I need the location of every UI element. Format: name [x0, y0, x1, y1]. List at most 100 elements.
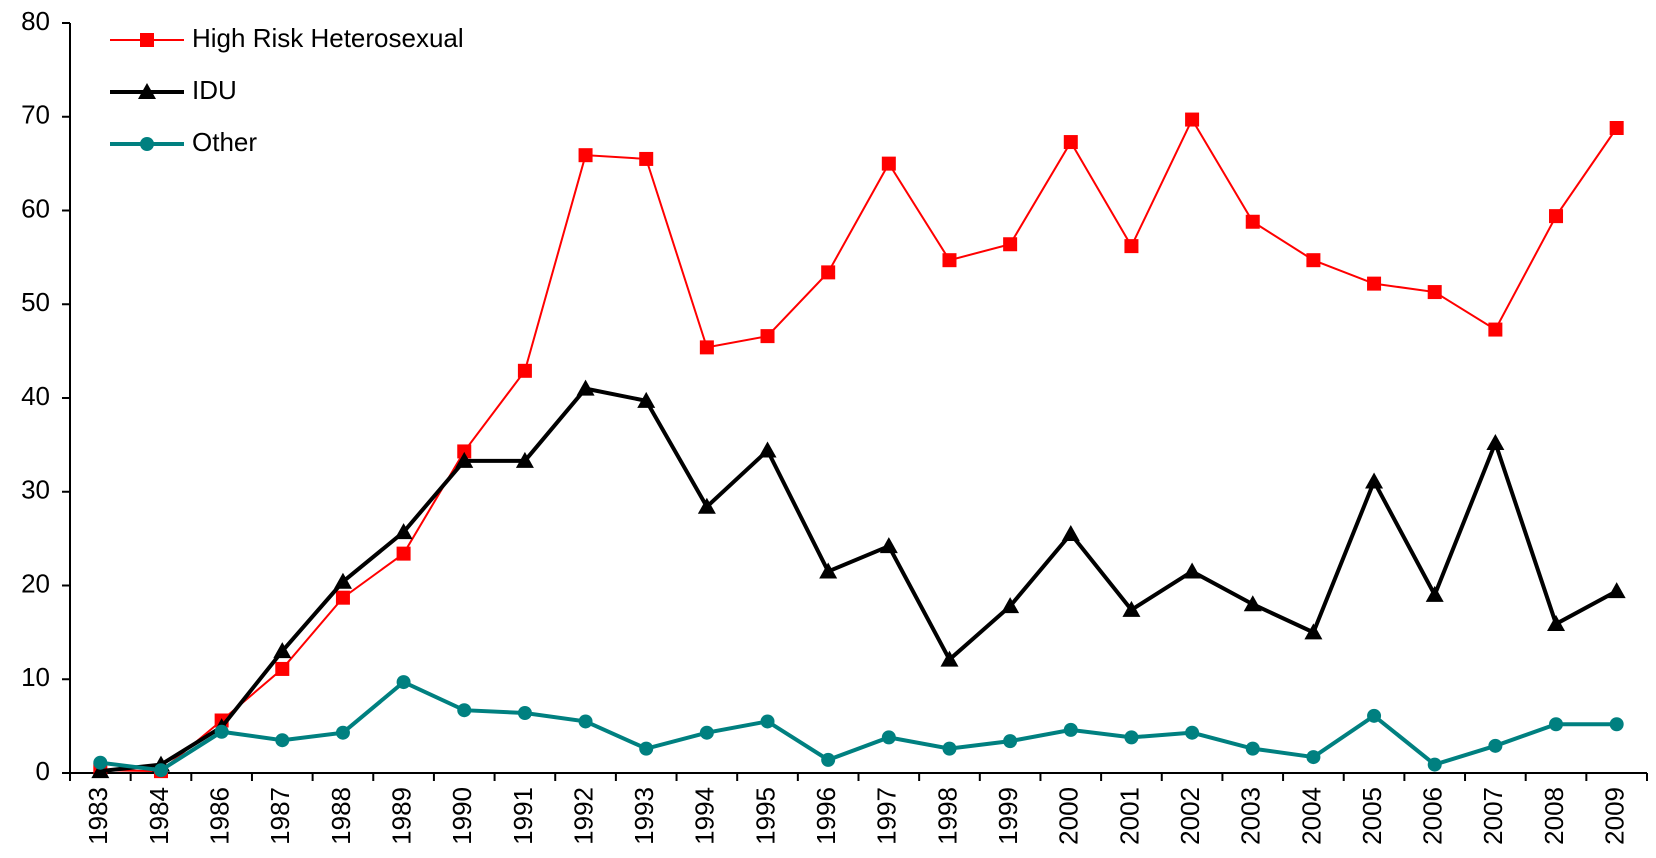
- marker: [1003, 734, 1018, 749]
- marker: [275, 733, 290, 748]
- marker: [819, 562, 838, 579]
- marker: [1367, 276, 1382, 291]
- x-tick-label: 2009: [1600, 787, 1630, 845]
- marker: [637, 391, 656, 408]
- x-tick-label: 2000: [1054, 787, 1084, 845]
- y-tick-label: 60: [21, 193, 50, 223]
- marker: [1122, 600, 1141, 617]
- marker: [1063, 135, 1078, 150]
- y-tick-label: 40: [21, 381, 50, 411]
- x-tick-label: 1989: [386, 787, 416, 845]
- x-tick-label: 2008: [1539, 787, 1569, 845]
- legend-marker: [140, 33, 154, 47]
- x-tick-label: 1997: [872, 787, 902, 845]
- marker: [1427, 757, 1442, 772]
- marker: [879, 537, 898, 554]
- x-tick-label: 1986: [205, 787, 235, 845]
- marker: [1488, 322, 1503, 337]
- marker: [1183, 562, 1202, 579]
- marker: [1185, 112, 1200, 127]
- x-tick-label: 2001: [1114, 787, 1144, 845]
- marker: [821, 265, 836, 280]
- marker: [394, 523, 413, 540]
- marker: [1061, 524, 1080, 541]
- marker: [881, 156, 896, 171]
- marker: [455, 451, 474, 468]
- y-tick-label: 70: [21, 100, 50, 130]
- x-tick-label: 1995: [750, 787, 780, 845]
- series: [93, 675, 1624, 778]
- marker: [1245, 741, 1260, 756]
- x-tick-label: 2006: [1418, 787, 1448, 845]
- marker: [1306, 253, 1321, 268]
- series: [93, 112, 1624, 779]
- marker: [1306, 750, 1321, 765]
- marker: [1124, 730, 1139, 745]
- marker: [273, 642, 292, 659]
- marker: [1001, 597, 1020, 614]
- marker: [940, 650, 959, 667]
- marker: [699, 725, 714, 740]
- x-tick-label: 2007: [1478, 787, 1508, 845]
- marker: [576, 379, 595, 396]
- marker: [942, 253, 957, 268]
- marker: [1488, 738, 1503, 753]
- marker: [697, 497, 716, 514]
- x-tick-label: 1990: [447, 787, 477, 845]
- marker: [1185, 725, 1200, 740]
- marker: [333, 572, 352, 589]
- marker: [1304, 623, 1323, 640]
- legend-marker: [138, 83, 156, 99]
- marker: [1427, 285, 1442, 300]
- marker: [1245, 214, 1260, 229]
- marker: [515, 451, 534, 468]
- marker: [517, 363, 532, 378]
- x-tick-label: 1996: [811, 787, 841, 845]
- marker: [1609, 121, 1624, 135]
- marker: [1609, 717, 1624, 732]
- x-tick-label: 1984: [144, 787, 174, 845]
- x-tick-label: 2004: [1296, 787, 1326, 845]
- marker: [335, 725, 350, 740]
- x-tick-label: 1998: [932, 787, 962, 845]
- x-tick-label: 1991: [508, 787, 538, 845]
- marker: [821, 752, 836, 767]
- y-tick-label: 80: [21, 6, 50, 36]
- x-tick-label: 1993: [629, 787, 659, 845]
- marker: [457, 703, 472, 718]
- marker: [1486, 434, 1505, 450]
- y-tick-label: 10: [21, 662, 50, 692]
- marker: [758, 441, 777, 458]
- marker: [1607, 582, 1626, 599]
- marker: [1003, 237, 1018, 252]
- marker: [1547, 614, 1566, 631]
- marker: [517, 706, 532, 720]
- marker: [1549, 209, 1564, 224]
- x-tick-label: 2002: [1175, 787, 1205, 845]
- legend-label: IDU: [192, 75, 237, 105]
- marker: [1367, 708, 1382, 723]
- marker: [639, 151, 654, 166]
- marker: [699, 340, 714, 355]
- marker: [457, 444, 472, 459]
- marker: [396, 546, 411, 561]
- x-tick-label: 2003: [1236, 787, 1266, 845]
- marker: [1063, 722, 1078, 737]
- marker: [91, 762, 110, 779]
- marker: [396, 675, 411, 690]
- legend-label: Other: [192, 127, 257, 157]
- marker: [335, 590, 350, 605]
- y-tick-label: 20: [21, 568, 50, 598]
- x-tick-label: 1987: [265, 787, 295, 845]
- marker: [578, 148, 593, 163]
- marker: [578, 714, 593, 729]
- marker: [760, 714, 775, 729]
- y-tick-label: 30: [21, 475, 50, 505]
- series: [91, 379, 1626, 779]
- series-line: [100, 117, 1618, 773]
- marker: [1124, 239, 1139, 254]
- x-tick-label: 1988: [326, 787, 356, 845]
- x-tick-label: 1994: [690, 787, 720, 845]
- marker: [1243, 595, 1262, 612]
